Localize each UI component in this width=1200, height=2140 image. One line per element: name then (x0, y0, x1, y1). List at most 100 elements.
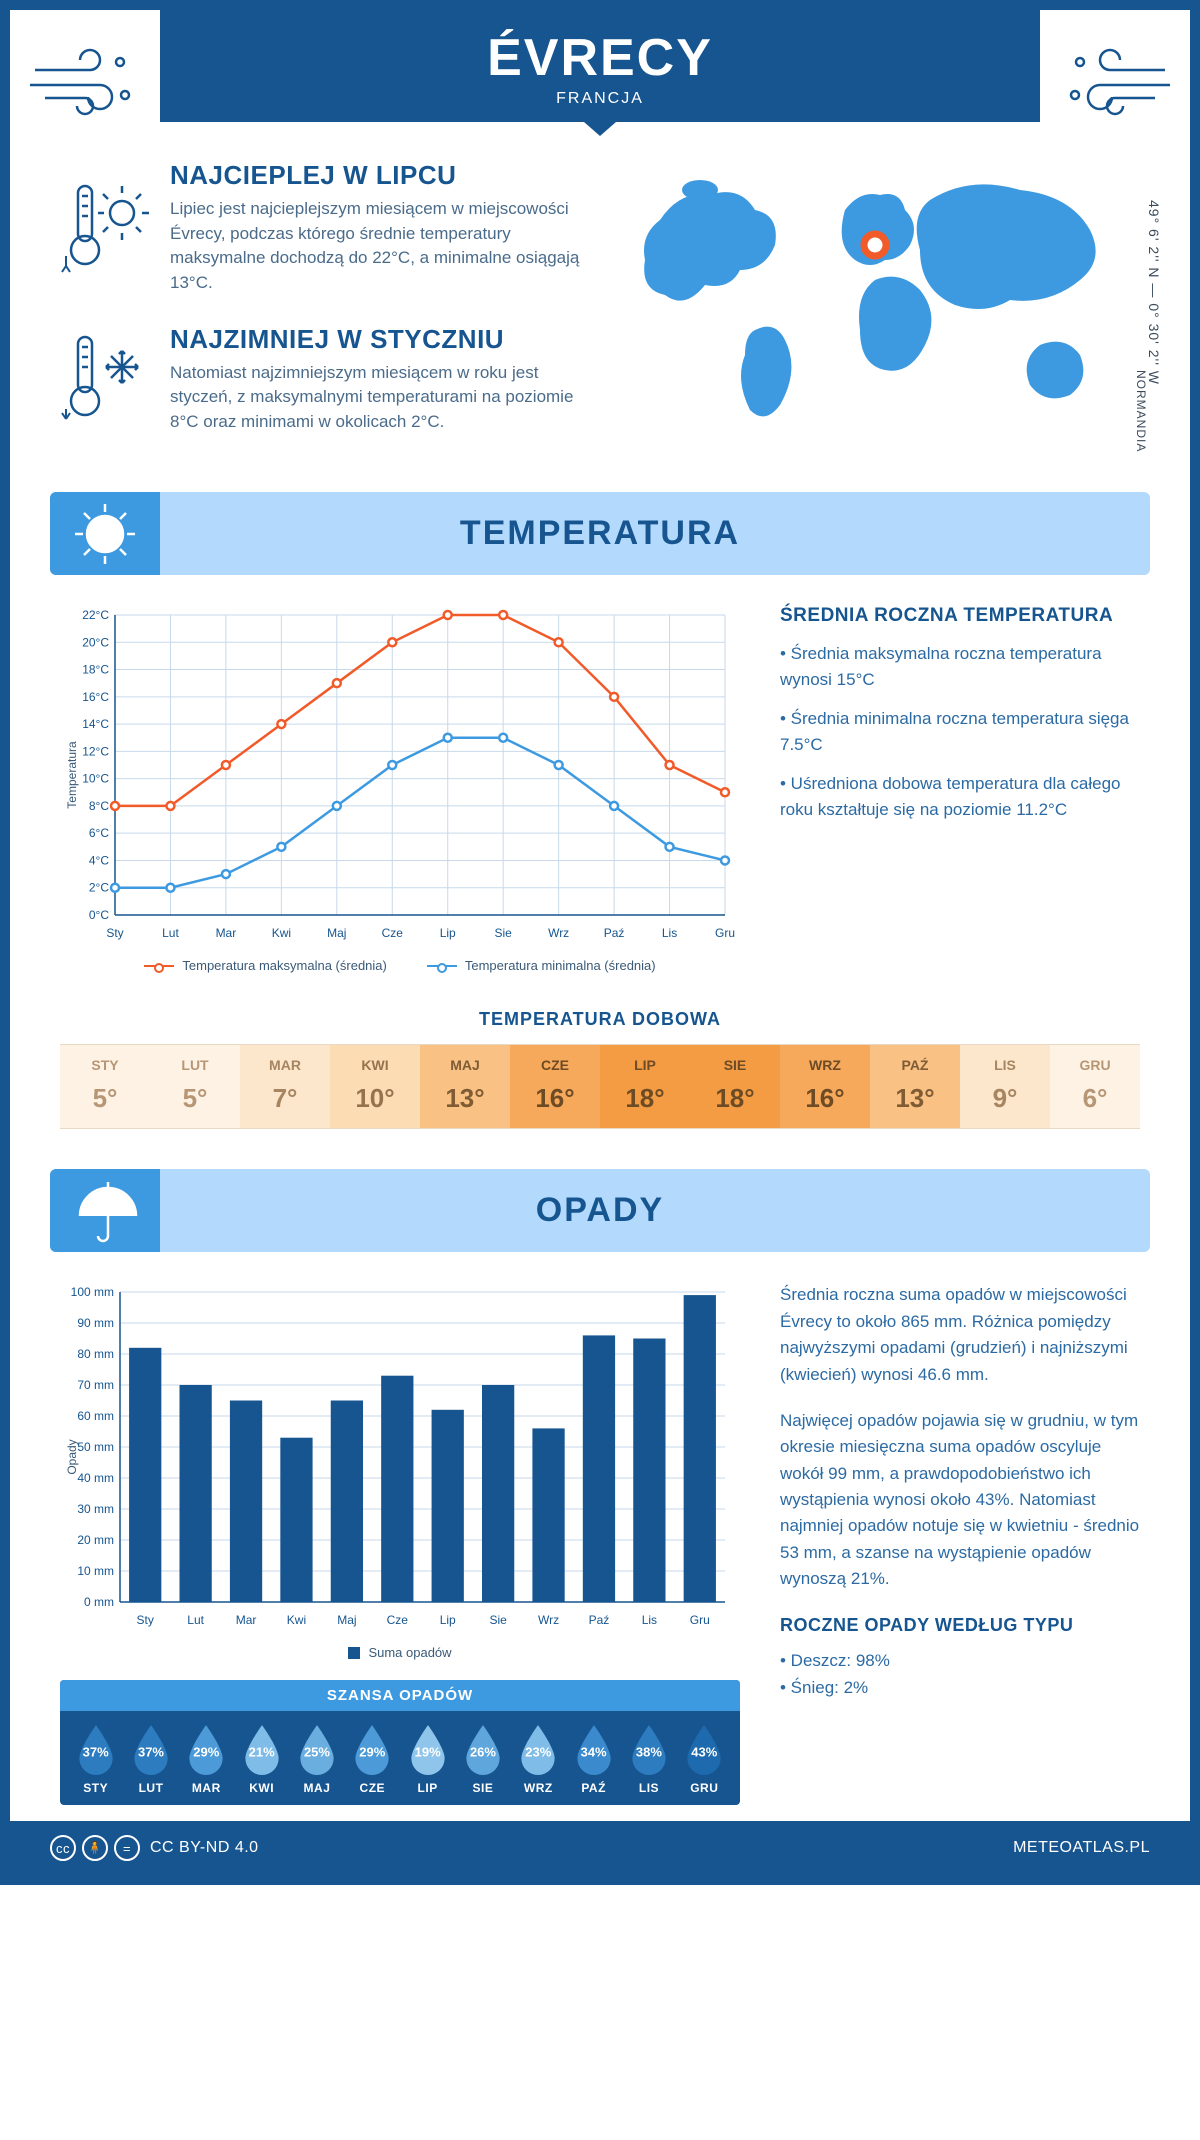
title-block: ÉVRECY FRANCJA (160, 10, 1040, 122)
svg-text:4°C: 4°C (89, 854, 109, 868)
legend-sum: Suma opadów (348, 1645, 451, 1660)
precip-body: 0 mm10 mm20 mm30 mm40 mm50 mm60 mm70 mm8… (10, 1252, 1190, 1821)
svg-text:50 mm: 50 mm (77, 1440, 114, 1454)
svg-text:90 mm: 90 mm (77, 1316, 114, 1330)
license-block: cc 🧍 = CC BY-ND 4.0 (50, 1835, 259, 1861)
highlight-cold-title: NAJZIMNIEJ W STYCZNIU (170, 324, 590, 355)
svg-text:10°C: 10°C (82, 772, 109, 786)
svg-text:0 mm: 0 mm (84, 1595, 114, 1609)
svg-text:0°C: 0°C (89, 908, 109, 922)
svg-text:Sty: Sty (137, 1613, 154, 1627)
coordinates: 49° 6' 2'' N — 0° 30' 2'' W (1146, 200, 1162, 385)
svg-text:Lip: Lip (440, 926, 456, 940)
chance-cell: 29%CZE (345, 1723, 400, 1795)
highlight-warm-text: NAJCIEPLEJ W LIPCU Lipiec jest najcieple… (170, 160, 590, 296)
legend-min-label: Temperatura minimalna (średnia) (465, 958, 656, 973)
svg-text:Mar: Mar (236, 1613, 257, 1627)
section-title-precip: OPADY (536, 1191, 664, 1229)
svg-text:Sie: Sie (489, 1613, 507, 1627)
region-label: NORMANDIA (1134, 370, 1148, 452)
section-header-temperature: TEMPERATURA (50, 492, 1150, 575)
svg-text:10 mm: 10 mm (77, 1564, 114, 1578)
temperature-legend: .legend-item:nth-child(1) .legend-swatch… (60, 958, 740, 973)
precip-type-title: ROCZNE OPADY WEDŁUG TYPU (780, 1612, 1140, 1640)
svg-text:Maj: Maj (327, 926, 346, 940)
svg-text:20 mm: 20 mm (77, 1533, 114, 1547)
chance-cell: 21%KWI (234, 1723, 289, 1795)
svg-text:18°C: 18°C (82, 663, 109, 677)
svg-text:Sty: Sty (106, 926, 123, 940)
chance-cell: 38%LIS (621, 1723, 676, 1795)
svg-text:Wrz: Wrz (548, 926, 569, 940)
svg-text:Paź: Paź (589, 1613, 610, 1627)
svg-text:14°C: 14°C (82, 718, 109, 732)
daily-temp-title: TEMPERATURA DOBOWA (10, 1009, 1190, 1030)
svg-text:16°C: 16°C (82, 690, 109, 704)
chance-cell: 37%LUT (123, 1723, 178, 1795)
svg-text:Kwi: Kwi (272, 926, 291, 940)
svg-text:Opady: Opady (65, 1440, 79, 1475)
chance-cell: 37%STY (68, 1723, 123, 1795)
svg-text:8°C: 8°C (89, 799, 109, 813)
highlight-warm-desc: Lipiec jest najcieplejszym miesiącem w m… (170, 197, 590, 296)
daily-cell: PAŹ13° (870, 1045, 960, 1128)
world-map-icon (620, 160, 1140, 440)
highlight-warm: NAJCIEPLEJ W LIPCU Lipiec jest najcieple… (60, 160, 590, 296)
precip-type-snow: • Śnieg: 2% (780, 1675, 1140, 1701)
city-title: ÉVRECY (160, 28, 1040, 88)
svg-text:Gru: Gru (715, 926, 735, 940)
page: ÉVRECY FRANCJA (0, 0, 1200, 1885)
thermometer-snow-icon (60, 324, 150, 435)
daily-cell: WRZ16° (780, 1045, 870, 1128)
map-block: 49° 6' 2'' N — 0° 30' 2'' W NORMANDIA (620, 160, 1140, 462)
daily-temp-table: STY5°LUT5°MAR7°KWI10°MAJ13°CZE16°LIP18°S… (60, 1044, 1140, 1129)
cc-icons: cc 🧍 = (50, 1835, 140, 1861)
daily-cell: LUT5° (150, 1045, 240, 1128)
intro-section: NAJCIEPLEJ W LIPCU Lipiec jest najcieple… (10, 130, 1190, 492)
daily-cell: SIE18° (690, 1045, 780, 1128)
temp-bullet-3: • Uśredniona dobowa temperatura dla całe… (780, 771, 1140, 822)
legend-max-label: Temperatura maksymalna (średnia) (182, 958, 386, 973)
thermometer-sun-icon (60, 160, 150, 296)
chance-row: 37%STY37%LUT29%MAR21%KWI25%MAJ29%CZE19%L… (60, 1711, 740, 1805)
sun-icon (50, 492, 160, 575)
precip-info: Średnia roczna suma opadów w miejscowośc… (780, 1282, 1140, 1805)
svg-text:100 mm: 100 mm (71, 1285, 114, 1299)
daily-cell: GRU6° (1050, 1045, 1140, 1128)
temperature-chart: 0°C2°C4°C6°C8°C10°C12°C14°C16°C18°C20°C2… (60, 605, 740, 973)
chance-cell: 19%LIP (400, 1723, 455, 1795)
svg-text:Gru: Gru (690, 1613, 710, 1627)
country-subtitle: FRANCJA (160, 90, 1040, 108)
precip-para-2: Najwięcej opadów pojawia się w grudniu, … (780, 1408, 1140, 1592)
cc-icon: cc (50, 1835, 76, 1861)
highlight-cold-text: NAJZIMNIEJ W STYCZNIU Natomiast najzimni… (170, 324, 590, 435)
legend-sum-label: Suma opadów (368, 1645, 451, 1660)
footer: cc 🧍 = CC BY-ND 4.0 METEOATLAS.PL (10, 1821, 1190, 1875)
svg-text:Sie: Sie (495, 926, 513, 940)
chance-cell: 43%GRU (677, 1723, 732, 1795)
precip-legend: Suma opadów (60, 1645, 740, 1660)
svg-text:Cze: Cze (387, 1613, 409, 1627)
svg-text:12°C: 12°C (82, 745, 109, 759)
temperature-body: 0°C2°C4°C6°C8°C10°C12°C14°C16°C18°C20°C2… (10, 575, 1190, 989)
precip-para-1: Średnia roczna suma opadów w miejscowośc… (780, 1282, 1140, 1387)
svg-text:6°C: 6°C (89, 827, 109, 841)
legend-min: .legend-item:nth-child(2) .legend-swatch… (427, 958, 656, 973)
wind-icon-right (1040, 10, 1190, 130)
section-header-precip: OPADY (50, 1169, 1150, 1252)
temperature-line-chart: 0°C2°C4°C6°C8°C10°C12°C14°C16°C18°C20°C2… (60, 605, 740, 945)
svg-text:22°C: 22°C (82, 608, 109, 622)
precip-type-rain: • Deszcz: 98% (780, 1648, 1140, 1674)
header: ÉVRECY FRANCJA (10, 10, 1190, 130)
chance-cell: 34%PAŹ (566, 1723, 621, 1795)
section-title-temperature: TEMPERATURA (460, 514, 740, 552)
highlight-cold-desc: Natomiast najzimniejszym miesiącem w rok… (170, 361, 590, 435)
license-text: CC BY-ND 4.0 (150, 1839, 259, 1857)
daily-cell: KWI10° (330, 1045, 420, 1128)
svg-text:Maj: Maj (337, 1613, 356, 1627)
svg-text:Lut: Lut (187, 1613, 204, 1627)
temperature-info: ŚREDNIA ROCZNA TEMPERATURA • Średnia mak… (780, 605, 1140, 973)
wind-icon-left (10, 10, 160, 130)
svg-text:80 mm: 80 mm (77, 1347, 114, 1361)
chance-box: SZANSA OPADÓW 37%STY37%LUT29%MAR21%KWI25… (60, 1680, 740, 1805)
